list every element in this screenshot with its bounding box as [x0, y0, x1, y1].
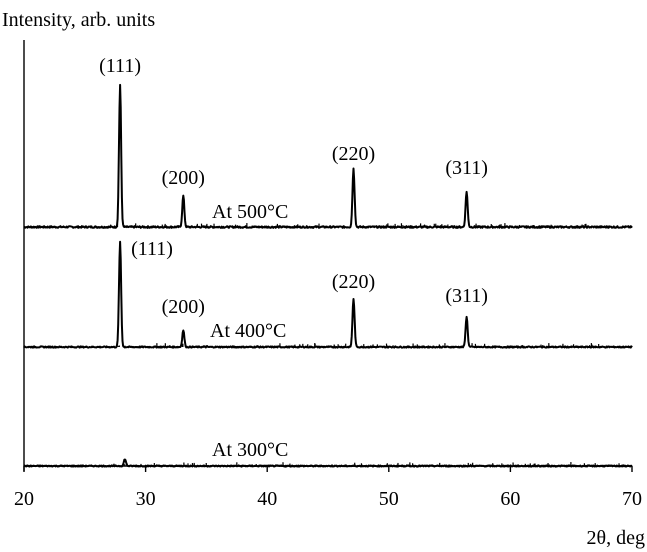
peak-label: (220) — [332, 143, 375, 165]
x-tick-label: 30 — [136, 488, 156, 510]
series-label: At 400°C — [210, 320, 286, 342]
series-label: At 500°C — [212, 201, 288, 223]
y-axis-label: Intensity, arb. units — [2, 9, 155, 31]
x-tick-label: 70 — [622, 488, 642, 510]
series-line — [23, 240, 633, 349]
series-2: (111) (200) (220) (311) At 400°C — [23, 238, 633, 349]
peak-label: (311) — [445, 157, 488, 179]
x-tick-label: 40 — [257, 488, 277, 510]
x-tick-label: 20 — [14, 488, 34, 510]
series-line — [23, 458, 633, 468]
peak-label: (200) — [162, 296, 205, 318]
series-1: (111) (200) (220) (311) At 500°C — [23, 55, 633, 229]
peak-label: (220) — [332, 271, 375, 293]
peak-label: (111) — [99, 55, 141, 77]
series-group: (111) (200) (220) (311) At 500°C (111) (200) (2… — [23, 55, 633, 468]
peak-label: (311) — [445, 285, 488, 307]
series-line — [23, 83, 633, 229]
peak-label: (111) — [131, 238, 173, 260]
x-tick-label: 50 — [379, 488, 399, 510]
series-3: At 300°C — [23, 439, 633, 468]
x-axis-label: 2θ, deg — [587, 527, 645, 549]
x-axis-ticks: 20 30 40 50 60 70 — [14, 466, 642, 510]
peak-label: (200) — [162, 167, 205, 189]
series-label: At 300°C — [212, 439, 288, 461]
x-tick-label: 60 — [500, 488, 520, 510]
